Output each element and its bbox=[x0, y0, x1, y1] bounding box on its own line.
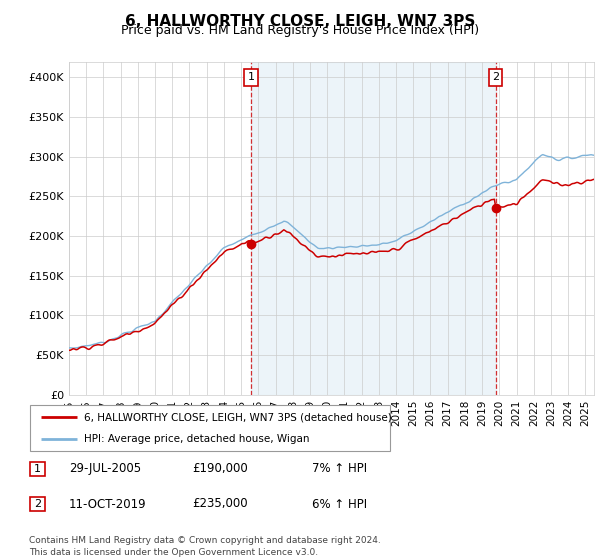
Text: 6, HALLWORTHY CLOSE, LEIGH, WN7 3PS (detached house): 6, HALLWORTHY CLOSE, LEIGH, WN7 3PS (det… bbox=[84, 412, 392, 422]
Text: Price paid vs. HM Land Registry's House Price Index (HPI): Price paid vs. HM Land Registry's House … bbox=[121, 24, 479, 37]
Text: Contains HM Land Registry data © Crown copyright and database right 2024.
This d: Contains HM Land Registry data © Crown c… bbox=[29, 536, 380, 557]
Text: £190,000: £190,000 bbox=[192, 462, 248, 475]
Text: 11-OCT-2019: 11-OCT-2019 bbox=[69, 497, 146, 511]
Text: 1: 1 bbox=[34, 464, 41, 474]
Text: £235,000: £235,000 bbox=[192, 497, 248, 511]
Text: 7% ↑ HPI: 7% ↑ HPI bbox=[312, 462, 367, 475]
Text: 6% ↑ HPI: 6% ↑ HPI bbox=[312, 497, 367, 511]
Text: 2: 2 bbox=[492, 72, 499, 82]
Text: 1: 1 bbox=[247, 72, 254, 82]
Text: HPI: Average price, detached house, Wigan: HPI: Average price, detached house, Wiga… bbox=[84, 435, 310, 444]
Text: 29-JUL-2005: 29-JUL-2005 bbox=[69, 462, 141, 475]
Text: 2: 2 bbox=[34, 499, 41, 509]
Text: 6, HALLWORTHY CLOSE, LEIGH, WN7 3PS: 6, HALLWORTHY CLOSE, LEIGH, WN7 3PS bbox=[125, 14, 475, 29]
Bar bbox=[251, 62, 496, 395]
